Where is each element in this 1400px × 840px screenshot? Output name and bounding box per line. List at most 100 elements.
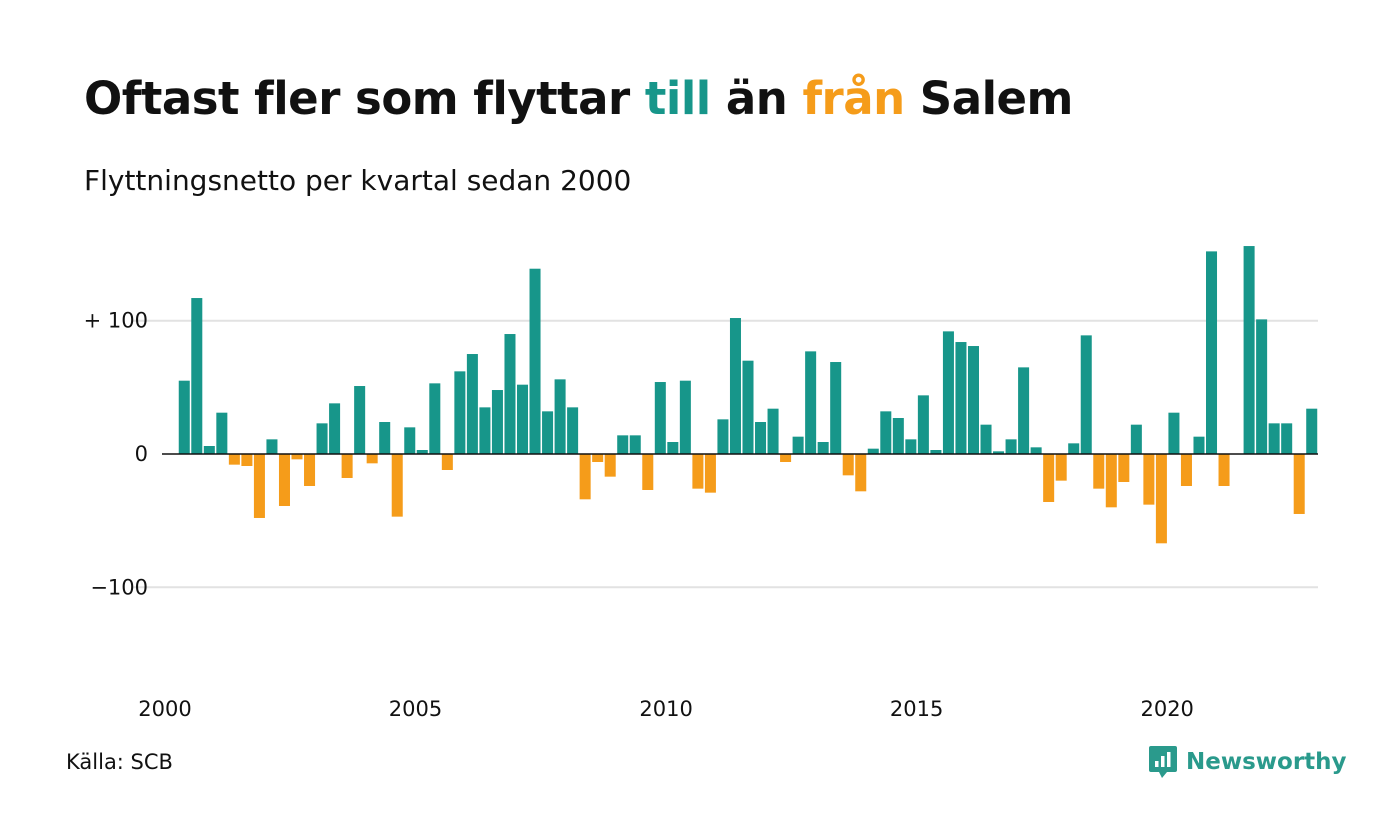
bar	[1118, 454, 1130, 482]
newsworthy-logo-icon	[1149, 746, 1177, 778]
bar	[817, 442, 829, 454]
bar	[805, 351, 817, 454]
bar	[1005, 439, 1017, 454]
bar	[1105, 454, 1117, 508]
bar	[729, 318, 741, 454]
bar	[479, 407, 491, 455]
bar	[253, 454, 265, 518]
bar	[1218, 454, 1230, 486]
bar	[592, 454, 604, 462]
bar	[466, 354, 478, 454]
title-till: till	[644, 72, 711, 125]
bar	[1206, 251, 1218, 454]
bar	[1143, 454, 1155, 505]
bar	[1243, 246, 1255, 454]
bar	[955, 342, 967, 454]
bar	[441, 454, 453, 470]
chart-subtitle: Flyttningsnetto per kvartal sedan 2000	[84, 164, 632, 197]
brand-logo[interactable]: Newsworthy	[1148, 744, 1347, 780]
bar	[579, 454, 591, 500]
bar	[980, 424, 992, 454]
bar	[755, 422, 767, 454]
bar	[329, 403, 341, 454]
x-tick-label: 2000	[138, 697, 191, 721]
bar	[1155, 454, 1167, 544]
bar	[191, 298, 203, 454]
bar	[529, 268, 541, 454]
bar	[491, 390, 503, 454]
bar	[767, 408, 779, 454]
y-axis: + 100 0 −100	[84, 309, 148, 600]
bar	[880, 411, 892, 454]
bar	[203, 446, 215, 454]
chart-title: Oftast fler som flyttar till än från Sal…	[84, 72, 1073, 125]
title-part-2: än	[710, 72, 803, 125]
bar	[1030, 447, 1042, 454]
x-tick-label: 2005	[389, 697, 442, 721]
bar	[241, 454, 253, 466]
bar	[1080, 335, 1092, 454]
bar	[617, 435, 629, 454]
bar	[228, 454, 240, 465]
bar	[642, 454, 654, 490]
bar	[1043, 454, 1055, 502]
x-axis: 2000 2005 2010 2015 2020	[138, 697, 1194, 721]
bar	[1018, 367, 1030, 454]
bar	[554, 379, 566, 454]
bar	[993, 451, 1005, 454]
bar	[855, 454, 867, 492]
bar	[304, 454, 316, 486]
bar	[178, 380, 190, 454]
bar	[604, 454, 616, 477]
bar	[391, 454, 403, 517]
bar	[316, 423, 328, 454]
bar	[917, 395, 929, 454]
bar	[366, 454, 378, 464]
bar	[379, 422, 391, 454]
bar	[1268, 423, 1280, 454]
bar	[1168, 412, 1180, 454]
gridlines	[132, 319, 1318, 589]
bar	[667, 442, 679, 454]
bar	[905, 439, 917, 454]
bars	[178, 246, 1318, 544]
bar	[892, 418, 904, 454]
bar	[404, 427, 416, 454]
source-note: Källa: SCB	[66, 750, 173, 774]
bar	[1180, 454, 1192, 486]
bar	[1306, 408, 1318, 454]
bar	[654, 382, 666, 454]
bar	[516, 384, 529, 454]
bar	[1256, 319, 1268, 454]
bar	[341, 454, 353, 478]
x-tick-label: 2020	[1140, 697, 1193, 721]
y-tick-label: −100	[90, 575, 148, 599]
bar	[867, 448, 879, 454]
bar	[429, 383, 441, 454]
bar	[216, 412, 228, 454]
bar	[679, 380, 691, 454]
bar	[1055, 454, 1067, 481]
bar	[717, 419, 729, 454]
bar	[704, 454, 716, 493]
bar	[930, 450, 942, 454]
title-fran: från	[802, 72, 905, 125]
bar	[792, 436, 804, 454]
bar	[842, 454, 854, 476]
bar	[1293, 454, 1305, 514]
bar	[692, 454, 704, 489]
bar	[1130, 424, 1142, 454]
title-part-3: Salem	[904, 72, 1074, 125]
bar	[454, 371, 466, 454]
bar	[780, 454, 792, 462]
bar	[567, 407, 579, 455]
y-tick-label: + 100	[84, 309, 148, 333]
bar	[291, 454, 303, 460]
bar	[354, 386, 366, 454]
bar	[266, 439, 278, 454]
bar	[416, 450, 428, 454]
title-part-1: Oftast fler som flyttar	[84, 72, 645, 125]
brand-name: Newsworthy	[1186, 749, 1347, 775]
bar	[1281, 423, 1293, 454]
